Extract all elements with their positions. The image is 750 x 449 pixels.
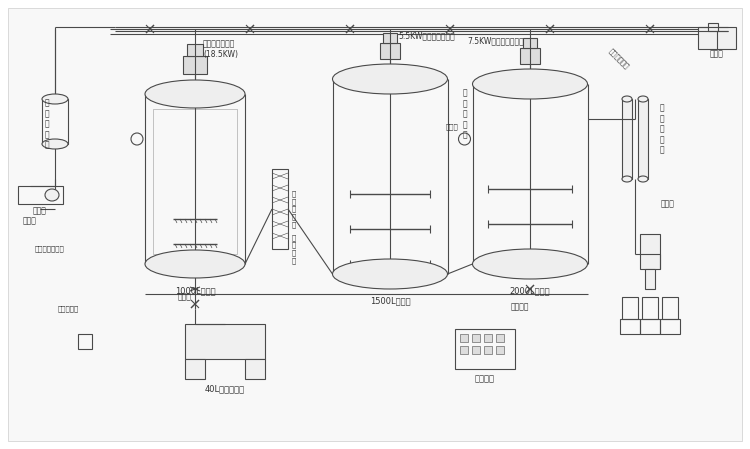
Ellipse shape [45, 189, 59, 201]
Bar [708, 23, 718, 31]
Text: 粉料加入槽: 粉料加入槽 [57, 306, 79, 313]
Ellipse shape [145, 250, 245, 278]
Bar [42, 99, 68, 144]
Text: 40L卧式砂磨机: 40L卧式砂磨机 [205, 384, 245, 393]
Bar [520, 48, 540, 64]
Text: 1000L反应罐: 1000L反应罐 [175, 286, 215, 295]
Bar [620, 319, 640, 334]
Text: 可调高速分散机
(18.5KW): 可调高速分散机 (18.5KW) [203, 40, 238, 59]
Text: 袋
式
过
滤
器: 袋 式 过 滤 器 [660, 104, 664, 154]
Text: 排污口: 排污口 [23, 216, 37, 225]
Text: 2000L调色罐: 2000L调色罐 [510, 286, 550, 295]
Text: 1500L调色罐: 1500L调色罐 [370, 296, 410, 305]
Text: 静
态
混
合
器: 静 态 混 合 器 [292, 190, 296, 228]
Bar [153, 109, 237, 254]
Ellipse shape [622, 176, 632, 182]
Bar [484, 346, 492, 354]
Ellipse shape [42, 139, 68, 149]
Ellipse shape [332, 64, 448, 94]
Bar [640, 234, 660, 269]
Bar [187, 44, 203, 56]
Text: 5.5KW高效节能搅拌机: 5.5KW高效节能搅拌机 [398, 31, 454, 40]
Bar [460, 334, 468, 342]
Ellipse shape [42, 94, 68, 104]
Bar [484, 334, 492, 342]
Bar [460, 346, 468, 354]
Text: 排污口: 排污口 [178, 292, 192, 301]
Text: 乳
液
吸
入
器: 乳 液 吸 入 器 [463, 89, 467, 139]
Bar [645, 269, 655, 289]
Bar [496, 334, 504, 342]
Bar [660, 319, 680, 334]
Bar [380, 43, 400, 59]
Bar [640, 319, 660, 334]
Bar [78, 334, 92, 349]
Bar [622, 297, 638, 319]
Bar [383, 33, 397, 43]
Ellipse shape [622, 96, 632, 102]
Text: 主排污口: 主排污口 [511, 303, 530, 312]
Bar [642, 297, 658, 319]
Bar [698, 27, 736, 49]
Ellipse shape [638, 96, 648, 102]
Text: 真空泵: 真空泵 [33, 207, 47, 216]
Bar [185, 324, 265, 359]
Text: 7.5KW高效节能搅拌机: 7.5KW高效节能搅拌机 [467, 36, 524, 45]
Bar [18, 186, 63, 204]
Ellipse shape [145, 80, 245, 108]
Bar [638, 99, 648, 179]
Bar [455, 329, 515, 369]
Bar [272, 169, 288, 249]
Ellipse shape [472, 69, 587, 99]
Bar [662, 297, 678, 319]
Text: 真
空
缓
冲
罐: 真 空 缓 冲 罐 [45, 99, 50, 150]
Bar [245, 359, 265, 379]
Bar [472, 346, 480, 354]
Text: 空压机: 空压机 [710, 49, 724, 58]
Text: 罐装机: 罐装机 [661, 199, 675, 208]
Ellipse shape [332, 259, 448, 289]
Ellipse shape [472, 249, 587, 279]
Bar [185, 359, 205, 379]
Bar [183, 56, 207, 74]
Ellipse shape [638, 176, 648, 182]
Bar [622, 99, 632, 179]
Text: 冷
加
水
出: 冷 加 水 出 [292, 234, 296, 264]
Text: 控制系统: 控制系统 [475, 374, 495, 383]
Text: 压力表: 压力表 [446, 123, 459, 130]
Bar [472, 334, 480, 342]
Bar [496, 346, 504, 354]
Text: 添加剂加入罐: 添加剂加入罐 [608, 48, 630, 70]
Text: 水、乳液加入槽: 水、乳液加入槽 [35, 246, 64, 252]
Bar [523, 38, 537, 48]
